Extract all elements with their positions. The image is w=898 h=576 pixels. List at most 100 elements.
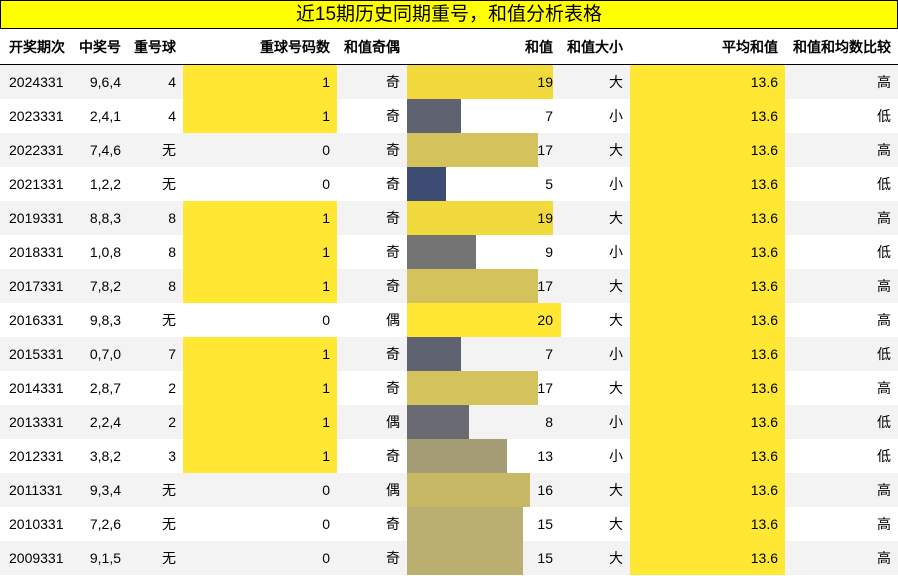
table-cell: 15: [537, 516, 553, 532]
table-cell: 2014331: [9, 380, 64, 396]
table-cell: 奇: [386, 74, 400, 90]
table-cell: 20: [537, 312, 553, 328]
table-cell: 7,2,6: [89, 516, 121, 532]
table-cell: 3: [168, 448, 176, 464]
table-cell: 13.6: [750, 176, 778, 192]
table-cell: 2022331: [9, 142, 64, 158]
count-highlight: [183, 201, 337, 235]
table-cell: 无: [162, 176, 176, 192]
sum-bar: [407, 473, 531, 507]
table-cell: 大: [609, 482, 623, 498]
table-cell: 17: [537, 380, 553, 396]
table-cell: 0: [322, 312, 330, 328]
average-highlight: [630, 99, 785, 133]
count-highlight: [183, 269, 337, 303]
table-cell: 15: [537, 550, 553, 566]
table-cell: 13.6: [750, 210, 778, 226]
table-row: 2013331 2,2,4 2 1 偶 8 小 13.6 低: [0, 405, 898, 439]
table-row: 2010331 7,2,6 无 0 奇 15 大 13.6 高: [0, 507, 898, 541]
sum-bar: [407, 439, 508, 473]
table-row: 2019331 8,8,3 8 1 奇 19 大 13.6 高: [0, 201, 898, 235]
table-cell: 2018331: [9, 244, 64, 260]
table-cell: 2: [168, 414, 176, 430]
table-cell: 2016331: [9, 312, 64, 328]
table-cell: 小: [609, 176, 623, 192]
average-highlight: [630, 235, 785, 269]
table-cell: 1: [322, 244, 330, 260]
average-highlight: [630, 337, 785, 371]
table-cell: 无: [162, 482, 176, 498]
table-cell: 偶: [386, 482, 400, 498]
table-row: 2018331 1,0,8 8 1 奇 9 小 13.6 低: [0, 235, 898, 269]
table-cell: 2024331: [9, 74, 64, 90]
table-cell: 无: [162, 142, 176, 158]
table-cell: 2017331: [9, 278, 64, 294]
table-cell: 2009331: [9, 550, 64, 566]
table-cell: 8: [168, 278, 176, 294]
table-cell: 8: [168, 244, 176, 260]
table-row: 2017331 7,8,2 8 1 奇 17 大 13.6 高: [0, 269, 898, 303]
table-cell: 7: [545, 108, 553, 124]
table-cell: 奇: [386, 448, 400, 464]
table-cell: 4: [168, 108, 176, 124]
table-cell: 大: [609, 312, 623, 328]
table-cell: 2019331: [9, 210, 64, 226]
table-cell: 高: [877, 210, 891, 226]
table-cell: 小: [609, 346, 623, 362]
count-highlight: [183, 405, 337, 439]
table-row: 2014331 2,8,7 2 1 奇 17 大 13.6 高: [0, 371, 898, 405]
table-cell: 奇: [386, 244, 400, 260]
average-highlight: [630, 65, 785, 99]
table-cell: 13.6: [750, 550, 778, 566]
sum-bar: [407, 371, 538, 405]
average-highlight: [630, 133, 785, 167]
table-cell: 低: [877, 448, 891, 464]
table-cell: 低: [877, 244, 891, 260]
table-cell: 奇: [386, 142, 400, 158]
table-row: 2022331 7,4,6 无 0 奇 17 大 13.6 高: [0, 133, 898, 167]
table-cell: 1,0,8: [89, 244, 121, 260]
sum-bar: [407, 303, 561, 337]
sum-bar: [407, 99, 461, 133]
table-cell: 17: [537, 278, 553, 294]
table-cell: 奇: [386, 516, 400, 532]
table-cell: 17: [537, 142, 553, 158]
table-cell: 奇: [386, 278, 400, 294]
table-cell: 高: [877, 380, 891, 396]
table-cell: 偶: [386, 414, 400, 430]
table-cell: 大: [609, 380, 623, 396]
table-cell: 2021331: [9, 176, 64, 192]
table-cell: 1: [322, 414, 330, 430]
table-cell: 1: [322, 210, 330, 226]
title: 近15期历史同期重号，和值分析表格: [0, 0, 898, 29]
table-cell: 1: [322, 74, 330, 90]
table-cell: 高: [877, 142, 891, 158]
table-cell: 4: [168, 74, 176, 90]
table-cell: 7: [545, 346, 553, 362]
table-cell: 2011331: [9, 482, 63, 498]
table-cell: 无: [162, 550, 176, 566]
table-cell: 无: [162, 312, 176, 328]
sum-bar: [407, 507, 523, 541]
table-cell: 1: [322, 448, 330, 464]
table-cell: 3,8,2: [89, 448, 121, 464]
table-cell: 8: [168, 210, 176, 226]
table-cell: 13.6: [750, 312, 778, 328]
table-cell: 奇: [386, 550, 400, 566]
average-highlight: [630, 201, 785, 235]
average-highlight: [630, 439, 785, 473]
table-cell: 高: [877, 516, 891, 532]
column-header: 重球号码数: [260, 39, 330, 55]
table-cell: 13: [537, 448, 553, 464]
table-cell: 奇: [386, 210, 400, 226]
table-cell: 2023331: [9, 108, 64, 124]
table-row: 2016331 9,8,3 无 0 偶 20 大 13.6 高: [0, 303, 898, 337]
table-cell: 大: [609, 278, 623, 294]
table-cell: 9,6,4: [89, 74, 121, 90]
table-cell: 大: [609, 210, 623, 226]
table-cell: 0: [322, 482, 330, 498]
table-cell: 9: [545, 244, 553, 260]
column-header: 和值和均数比较: [793, 39, 891, 55]
sum-bar: [407, 269, 538, 303]
count-highlight: [183, 99, 337, 133]
